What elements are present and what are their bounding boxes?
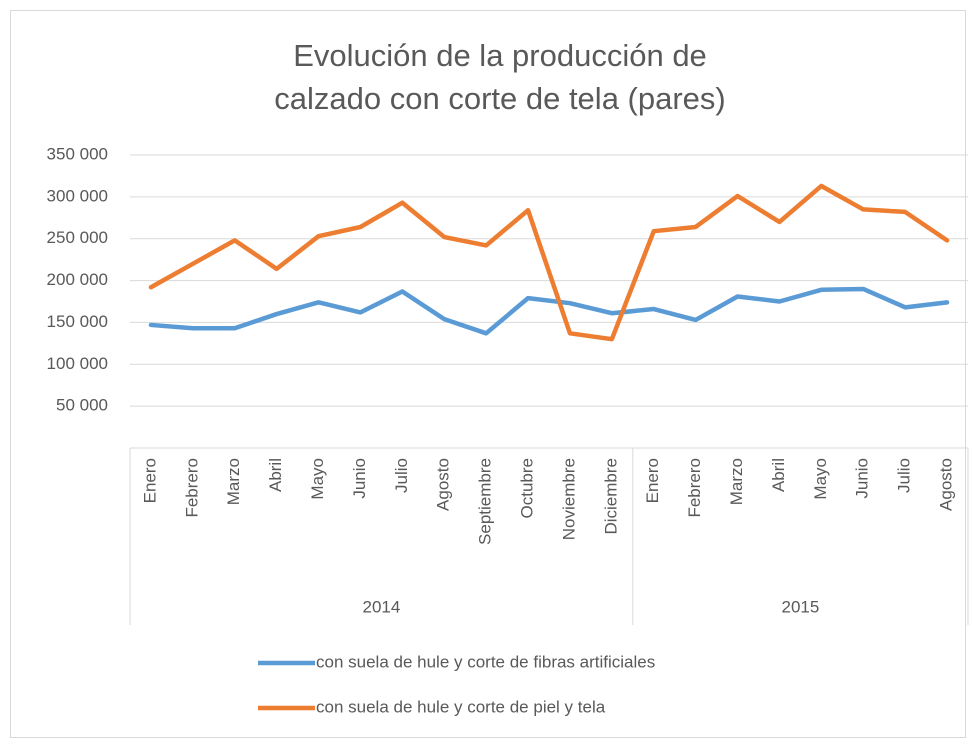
x-tick-label: Abril	[769, 458, 788, 492]
x-tick-label: Noviembre	[559, 458, 578, 540]
y-tick-label: 50 000	[56, 396, 108, 415]
x-tick-label: Marzo	[224, 458, 243, 505]
x-tick-label: Junio	[350, 458, 369, 499]
y-tick-label: 300 000	[47, 186, 108, 205]
group-label: 2014	[362, 597, 400, 616]
series-line	[148, 183, 950, 342]
y-tick-label: 100 000	[47, 354, 108, 373]
x-tick-label: Febrero	[685, 458, 704, 518]
x-tick-label: Julio	[392, 458, 411, 493]
x-tick-label: Enero	[140, 458, 159, 503]
y-tick-label: 350 000	[47, 144, 108, 163]
x-tick-label: Marzo	[727, 458, 746, 505]
x-tick-label: Febrero	[182, 458, 201, 518]
x-tick-label: Julio	[895, 458, 914, 493]
x-tick-label: Mayo	[811, 458, 830, 500]
legend-label: con suela de hule y corte de fibras arti…	[316, 652, 655, 671]
y-tick-label: 200 000	[47, 270, 108, 289]
x-tick-label: Agosto	[937, 458, 956, 511]
x-tick-label: Agosto	[434, 458, 453, 511]
x-tick-label: Junio	[853, 458, 872, 499]
y-tick-label: 250 000	[47, 228, 108, 247]
legend-label: con suela de hule y corte de piel y tela	[316, 697, 606, 716]
x-tick-label: Mayo	[308, 458, 327, 500]
chart-border	[10, 10, 966, 738]
x-tick-label: Enero	[643, 458, 662, 503]
x-tick-label: Octubre	[518, 458, 537, 518]
x-tick-label: Septiembre	[476, 458, 495, 545]
y-tick-label: 150 000	[47, 312, 108, 331]
x-tick-label: Diciembre	[601, 458, 620, 535]
series-line	[148, 286, 950, 336]
chart-title: calzado con corte de tela (pares)	[274, 81, 725, 116]
group-label: 2015	[781, 597, 819, 616]
x-tick-label: Abril	[266, 458, 285, 492]
chart-title: Evolución de la producción de	[293, 38, 707, 73]
